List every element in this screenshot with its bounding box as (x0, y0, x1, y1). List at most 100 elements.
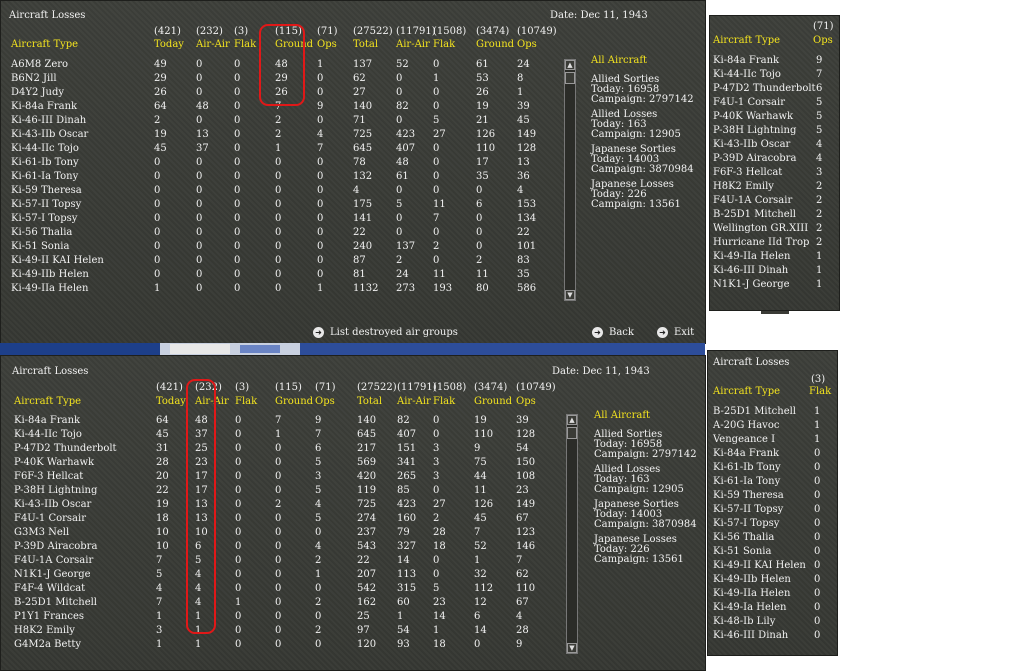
loss-value-cell: 153 (517, 199, 537, 210)
loss-value-cell: 2 (816, 195, 823, 206)
list-destroyed-air-groups-button[interactable]: ➜ List destroyed air groups (313, 327, 458, 338)
scrollbar[interactable]: ▲ ▼ (564, 59, 576, 301)
column-header: Air-Air (396, 39, 430, 50)
column-total: (27522) (357, 382, 397, 393)
column-header: Flak (433, 396, 456, 407)
aircraft-type-cell: Ki-57-I Topsy (11, 213, 78, 224)
scroll-down-button[interactable]: ▼ (565, 290, 575, 300)
scroll-thumb[interactable] (565, 72, 575, 84)
panel-divider (761, 311, 789, 314)
loss-value-cell: 54 (516, 443, 529, 454)
loss-value-cell: 0 (234, 115, 241, 126)
loss-value-cell: 542 (357, 583, 377, 594)
loss-value-cell: 0 (275, 555, 282, 566)
arrow-right-circle-icon: ➜ (313, 327, 324, 338)
loss-value-cell: 49 (154, 59, 167, 70)
loss-value-cell: 4 (156, 583, 163, 594)
loss-value-cell: 31 (156, 443, 169, 454)
loss-value-cell: 407 (397, 429, 417, 440)
aircraft-type-cell: Ki-61-Ib Tony (713, 462, 781, 473)
back-button[interactable]: ➜ Back (592, 327, 634, 338)
scroll-up-button[interactable]: ▲ (565, 60, 575, 70)
loss-value-cell: 0 (476, 185, 483, 196)
loss-value-cell: 0 (474, 639, 481, 650)
loss-value-cell: 26 (154, 87, 167, 98)
panel-title: Aircraft Losses (12, 366, 89, 377)
loss-value-cell: 13 (196, 129, 209, 140)
loss-value-cell: 48 (396, 157, 409, 168)
loss-value-cell: 1 (156, 639, 163, 650)
loss-value-cell: 0 (317, 73, 324, 84)
loss-value-cell: 45 (154, 143, 167, 154)
loss-value-cell: 0 (154, 157, 161, 168)
loss-value-cell: 27 (353, 87, 366, 98)
loss-value-cell: 0 (317, 227, 324, 238)
loss-value-cell: 4 (317, 129, 324, 140)
scroll-up-button[interactable]: ▲ (567, 415, 577, 425)
loss-value-cell: 0 (275, 513, 282, 524)
air-air-column-highlight (186, 379, 216, 634)
loss-value-cell: 2 (816, 209, 823, 220)
aircraft-type-cell: Ki-59 Theresa (11, 185, 82, 196)
loss-value-cell: 45 (517, 115, 530, 126)
loss-value-cell: 26 (476, 87, 489, 98)
loss-value-cell: 2 (433, 241, 440, 252)
aircraft-type-cell: P-47D2 Thunderbolt (713, 83, 816, 94)
loss-value-cell: 17 (195, 485, 208, 496)
column-header: Ops (317, 39, 337, 50)
loss-value-cell: 81 (353, 269, 366, 280)
scroll-thumb[interactable] (567, 427, 577, 439)
loss-value-cell: 44 (474, 471, 487, 482)
loss-value-cell: 207 (357, 569, 377, 580)
loss-value-cell: 0 (235, 471, 242, 482)
loss-value-cell: 4 (195, 583, 202, 594)
loss-value-cell: 0 (234, 143, 241, 154)
loss-value-cell: 7 (474, 527, 481, 538)
loss-value-cell: 3 (156, 625, 163, 636)
loss-value-cell: 146 (516, 541, 536, 552)
loss-value-cell: 110 (516, 583, 536, 594)
column-total: (10749) (517, 26, 557, 37)
loss-value-cell: 0 (275, 639, 282, 650)
loss-value-cell: 0 (234, 171, 241, 182)
loss-value-cell: 0 (235, 583, 242, 594)
loss-value-cell: 101 (517, 241, 537, 252)
loss-value-cell: 0 (235, 485, 242, 496)
aircraft-type-cell: P-40K Warhawk (14, 457, 95, 468)
summary-line: Today: 14003 (591, 154, 660, 165)
loss-value-cell: 420 (357, 471, 377, 482)
loss-value-cell: 39 (517, 101, 530, 112)
column-total: (421) (154, 26, 181, 37)
summary-line: Today: 226 (594, 544, 650, 555)
column-total: (11791) (396, 26, 436, 37)
loss-value-cell: 7 (275, 101, 282, 112)
loss-value-cell: 0 (317, 269, 324, 280)
scrollbar[interactable]: ▲ ▼ (566, 414, 578, 654)
loss-value-cell: 4 (353, 185, 360, 196)
summary-line: Japanese Sorties (591, 144, 676, 155)
loss-value-cell: 64 (156, 415, 169, 426)
aircraft-type-cell: Ki-46-III Dinah (713, 630, 789, 641)
loss-value-cell: 22 (156, 485, 169, 496)
loss-value-cell: 2 (816, 237, 823, 248)
loss-value-cell: 0 (396, 185, 403, 196)
exit-button[interactable]: ➜ Exit (657, 327, 694, 338)
loss-value-cell: 0 (433, 429, 440, 440)
loss-value-cell: 0 (396, 213, 403, 224)
loss-value-cell: 18 (156, 513, 169, 524)
aircraft-type-cell: Ki-84a Frank (14, 415, 81, 426)
aircraft-type-cell: F4U-1 Corsair (713, 97, 785, 108)
loss-value-cell: 0 (235, 639, 242, 650)
loss-value-cell: 26 (275, 87, 288, 98)
loss-value-cell: 48 (275, 59, 288, 70)
loss-value-cell: 10 (195, 527, 208, 538)
loss-value-cell: 28 (433, 527, 446, 538)
loss-value-cell: 5 (396, 199, 403, 210)
loss-value-cell: 17 (476, 157, 489, 168)
aircraft-type-cell: A-20G Havoc (713, 420, 780, 431)
aircraft-type-cell: Ki-56 Thalia (713, 532, 775, 543)
column-header: Ground (476, 39, 515, 50)
scroll-down-button[interactable]: ▼ (567, 643, 577, 653)
column-header: Ground (275, 39, 314, 50)
loss-value-cell: 0 (275, 213, 282, 224)
